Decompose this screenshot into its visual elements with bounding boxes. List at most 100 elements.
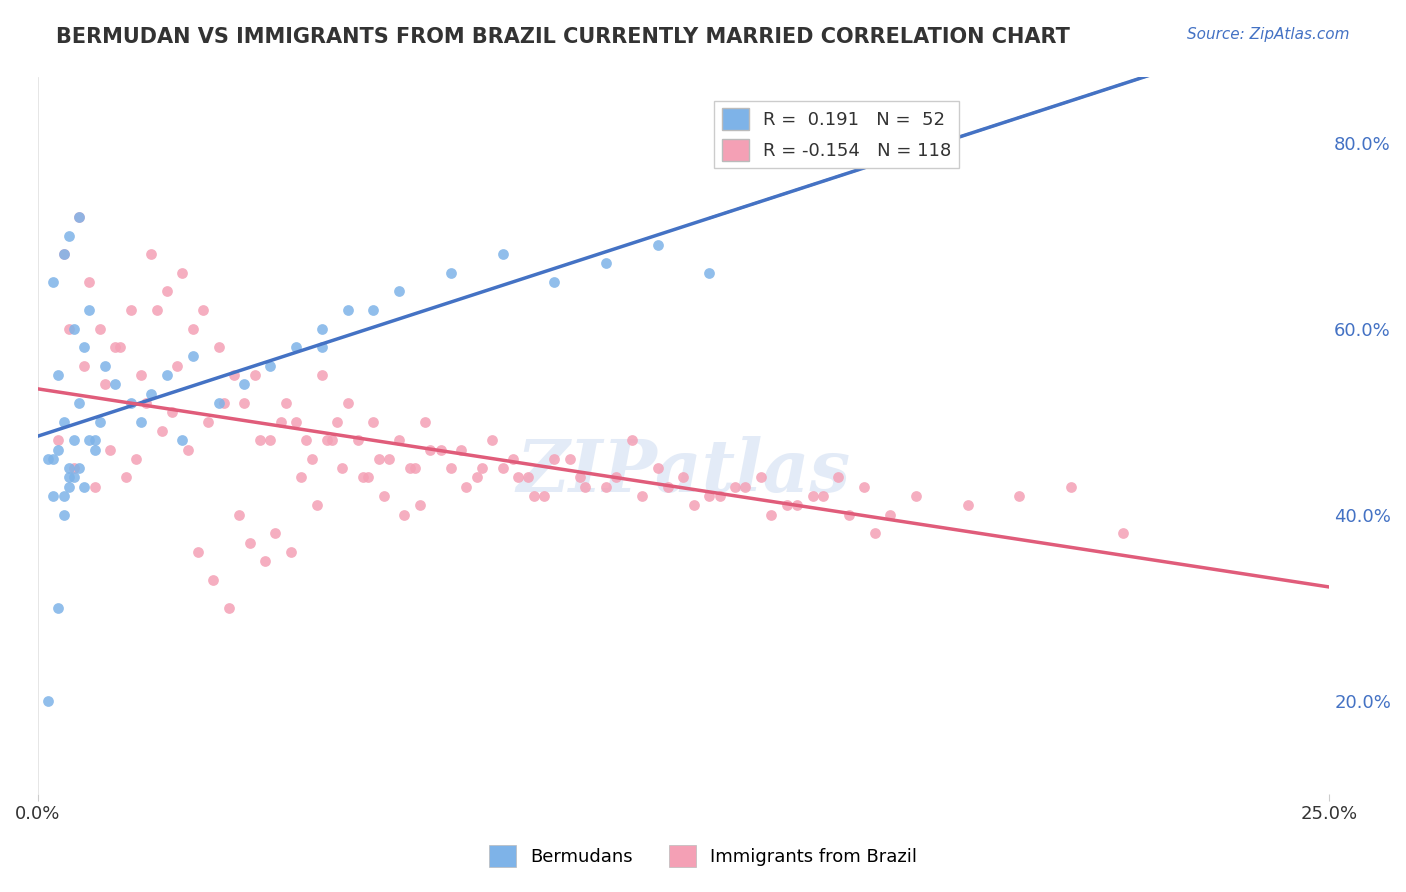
Point [79, 275, 101, 289]
Legend: R =  0.191   N =  52, R = -0.154   N = 118: R = 0.191 N = 52, R = -0.154 N = 118 [714, 101, 959, 169]
Point [285, 340, 308, 354]
Point [734, 480, 756, 494]
Point [150, 424, 173, 438]
Point [558, 451, 581, 466]
Point [290, 470, 312, 484]
Point [37, 451, 59, 466]
Point [172, 266, 194, 280]
Point [67, 461, 90, 475]
Point [373, 489, 395, 503]
Text: BERMUDAN VS IMMIGRANTS FROM BRAZIL CURRENTLY MARRIED CORRELATION CHART: BERMUDAN VS IMMIGRANTS FROM BRAZIL CURRE… [56, 27, 1070, 46]
Point [853, 480, 876, 494]
Point [218, 600, 240, 615]
Point [595, 480, 617, 494]
Point [48, 442, 70, 457]
Point [63, 470, 86, 484]
Point [347, 434, 370, 448]
Point [357, 470, 380, 484]
Point [181, 350, 204, 364]
Point [253, 554, 276, 568]
Point [114, 470, 136, 484]
Point [295, 434, 318, 448]
Point [120, 396, 142, 410]
Point [207, 396, 229, 410]
Point [280, 545, 302, 559]
Point [647, 461, 669, 475]
Point [274, 396, 297, 410]
Point [156, 368, 179, 383]
Point [465, 470, 488, 484]
Point [471, 461, 494, 475]
Point [305, 499, 328, 513]
Point [83, 480, 105, 494]
Point [1008, 489, 1031, 503]
Point [129, 415, 152, 429]
Point [63, 321, 86, 335]
Point [52, 489, 75, 503]
Point [413, 415, 436, 429]
Point [160, 405, 183, 419]
Point [631, 489, 654, 503]
Text: Source: ZipAtlas.com: Source: ZipAtlas.com [1187, 27, 1350, 42]
Point [533, 489, 555, 503]
Point [67, 210, 90, 224]
Point [67, 210, 90, 224]
Point [904, 489, 927, 503]
Point [378, 451, 401, 466]
Point [523, 489, 546, 503]
Point [48, 368, 70, 383]
Point [79, 303, 101, 318]
Point [956, 499, 979, 513]
Point [58, 480, 80, 494]
Point [207, 340, 229, 354]
Point [259, 359, 281, 373]
Point [79, 434, 101, 448]
Point [574, 480, 596, 494]
Point [404, 461, 426, 475]
Point [697, 266, 720, 280]
Point [264, 526, 287, 541]
Point [352, 470, 374, 484]
Point [89, 321, 111, 335]
Point [233, 396, 256, 410]
Point [58, 321, 80, 335]
Point [697, 489, 720, 503]
Point [58, 228, 80, 243]
Point [58, 470, 80, 484]
Point [181, 321, 204, 335]
Point [141, 247, 163, 261]
Point [517, 470, 540, 484]
Legend: Bermudans, Immigrants from Brazil: Bermudans, Immigrants from Brazil [481, 838, 925, 874]
Point [761, 508, 783, 522]
Point [492, 247, 515, 261]
Point [73, 480, 96, 494]
Point [1111, 526, 1133, 541]
Point [104, 377, 127, 392]
Point [73, 340, 96, 354]
Point [42, 489, 65, 503]
Point [481, 434, 503, 448]
Point [191, 303, 214, 318]
Point [321, 434, 343, 448]
Point [811, 489, 834, 503]
Point [63, 461, 86, 475]
Point [336, 303, 359, 318]
Point [42, 451, 65, 466]
Point [326, 415, 349, 429]
Point [238, 535, 260, 549]
Point [83, 442, 105, 457]
Point [1060, 480, 1083, 494]
Point [67, 396, 90, 410]
Point [125, 451, 148, 466]
Point [682, 499, 704, 513]
Point [52, 508, 75, 522]
Point [749, 470, 772, 484]
Point [316, 434, 339, 448]
Point [83, 434, 105, 448]
Point [543, 275, 565, 289]
Point [156, 285, 179, 299]
Point [94, 359, 117, 373]
Point [311, 368, 333, 383]
Point [228, 508, 250, 522]
Point [419, 442, 441, 457]
